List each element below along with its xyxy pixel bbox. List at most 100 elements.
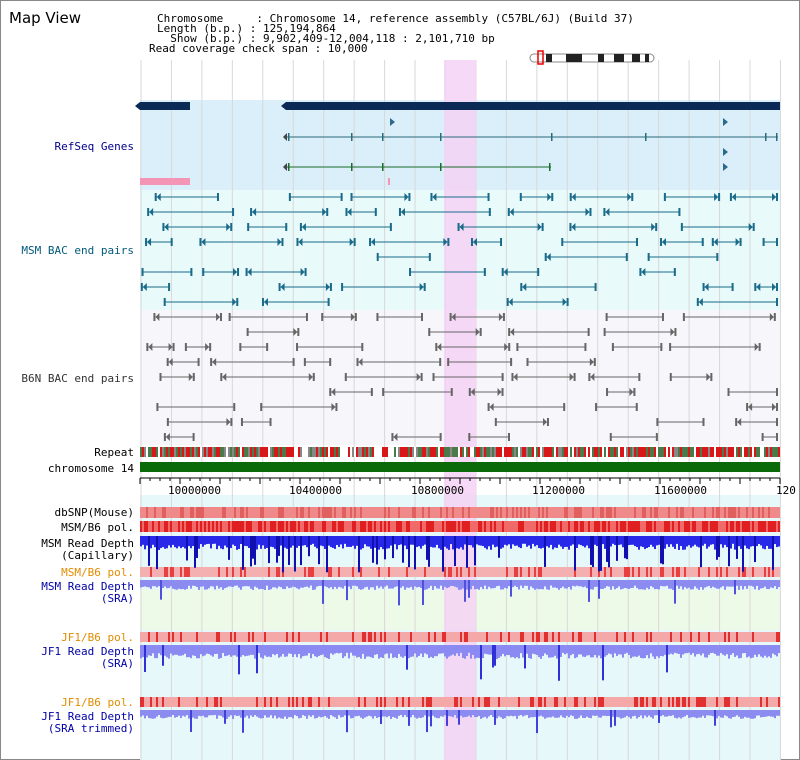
depth-bar (296, 710, 298, 717)
pol-segment (602, 632, 604, 642)
depth-bar (234, 645, 236, 656)
depth-bar (662, 645, 664, 657)
bac-end (312, 373, 315, 381)
depth-bar (628, 645, 630, 655)
dbsnp-segment (608, 507, 610, 518)
pol-segment (640, 521, 642, 532)
depth-bar (244, 536, 246, 546)
pol-segment (220, 521, 222, 532)
pol-segment (614, 697, 616, 707)
depth-bar (316, 580, 318, 587)
bac-arrow (331, 388, 336, 396)
depth-bar (344, 536, 346, 544)
pol-segment (648, 567, 650, 577)
depth-bar (460, 536, 462, 548)
bac-end (682, 313, 685, 321)
depth-bar (264, 536, 266, 549)
depth-bar (274, 580, 276, 588)
pol-segment (754, 697, 756, 707)
pol-segment (384, 567, 386, 577)
depth-bar (544, 710, 546, 719)
repeat-segment (200, 447, 202, 457)
pol-segment (746, 697, 748, 707)
dbsnp-segment (306, 507, 308, 518)
pol-segment (186, 521, 188, 532)
repeat-segment (490, 447, 492, 457)
repeat-segment (316, 447, 318, 457)
depth-bar (556, 645, 558, 659)
pol-segment (188, 697, 190, 707)
refseq-strand-arrow (390, 118, 395, 126)
bac-end (197, 358, 200, 366)
pol-segment (176, 632, 178, 642)
pol-segment (296, 567, 298, 577)
dbsnp-segment (752, 507, 754, 518)
depth-bar (392, 536, 394, 559)
pol-segment (668, 632, 670, 642)
depth-bar (342, 710, 344, 717)
pol-segment (294, 567, 296, 577)
bac-end (520, 283, 523, 291)
repeat-segment (350, 447, 352, 457)
depth-bar (500, 536, 502, 549)
pol-segment (282, 521, 284, 532)
depth-bar (632, 710, 634, 717)
pol-segment (636, 567, 638, 577)
dbsnp-segment (732, 507, 734, 518)
refseq-strand-arrow (723, 148, 728, 156)
pol-segment (580, 567, 582, 577)
pol-segment (452, 697, 454, 707)
dbsnp-segment (290, 507, 292, 518)
depth-bar (496, 645, 498, 659)
depth-bar (608, 536, 610, 568)
depth-bar (210, 710, 212, 716)
repeat-segment (412, 447, 414, 457)
pol-segment (242, 632, 244, 642)
pol-segment (230, 521, 232, 532)
pol-segment (684, 567, 686, 577)
pol-segment (354, 521, 356, 532)
pol-segment (248, 567, 250, 577)
dbsnp-segment (146, 507, 148, 518)
pol-segment (536, 567, 538, 577)
dbsnp-segment (662, 507, 664, 518)
pol-segment (556, 697, 558, 707)
depth-bar (626, 536, 628, 560)
pol-segment (522, 521, 524, 532)
pol-segment (342, 567, 344, 577)
repeat-segment (546, 447, 548, 457)
bac-end (159, 373, 162, 381)
bac-arrow (698, 298, 703, 306)
depth-bar (338, 536, 340, 547)
depth-bar (274, 645, 276, 656)
pol-segment (596, 521, 598, 532)
pol-segment (208, 521, 210, 532)
pol-segment (156, 697, 158, 707)
dbsnp-segment (214, 507, 216, 518)
pol-segment (394, 697, 396, 707)
pol-segment (344, 521, 346, 532)
depth-bar (528, 710, 530, 719)
depth-bar (250, 710, 252, 716)
pol-segment (252, 567, 254, 577)
pol-segment (510, 567, 512, 577)
dbsnp-segment (308, 507, 310, 518)
depth-bar (626, 645, 628, 653)
pol-segment (724, 567, 726, 577)
pol-segment (422, 567, 424, 577)
depth-bar (640, 536, 642, 547)
ideogram-band (632, 54, 640, 62)
pol-segment (302, 697, 304, 707)
pol-segment (444, 697, 446, 707)
pol-segment (718, 567, 720, 577)
dbsnp-segment (590, 507, 592, 518)
pol-segment (286, 697, 288, 707)
dbsnp-segment (760, 507, 762, 518)
pol-segment (688, 697, 690, 707)
pol-segment (146, 521, 148, 532)
repeat-segment (246, 447, 248, 457)
bac-end (237, 268, 240, 276)
pol-segment (306, 567, 308, 577)
dbsnp-segment (602, 507, 604, 518)
